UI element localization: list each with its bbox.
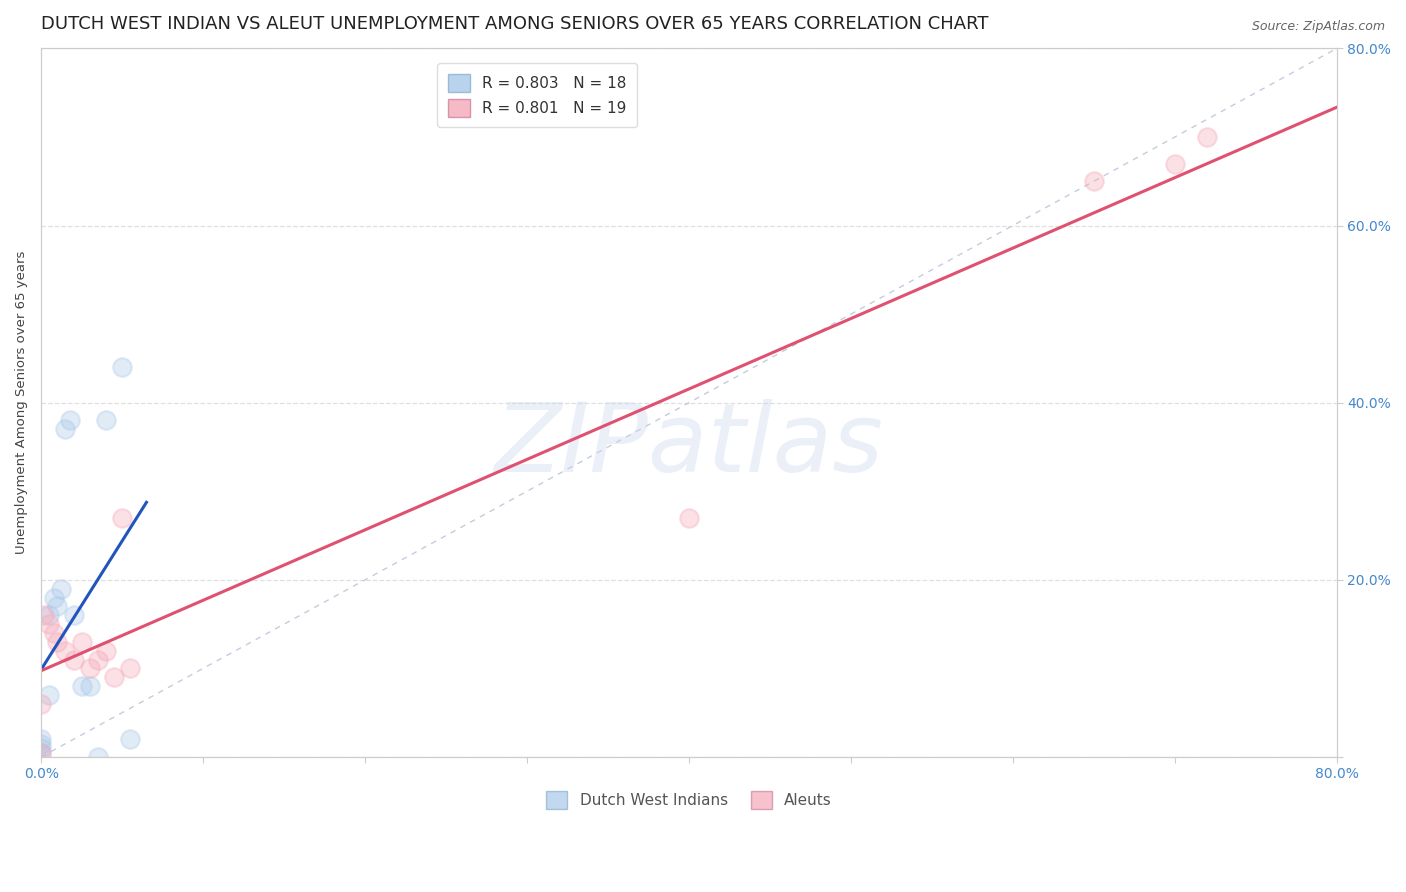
Point bbox=[70, 635, 93, 649]
Point bbox=[38, 688, 60, 702]
Point bbox=[46, 599, 69, 614]
Point bbox=[30, 741, 52, 756]
Point bbox=[1197, 130, 1219, 145]
Text: DUTCH WEST INDIAN VS ALEUT UNEMPLOYMENT AMONG SENIORS OVER 65 YEARS CORRELATION : DUTCH WEST INDIAN VS ALEUT UNEMPLOYMENT … bbox=[41, 15, 988, 33]
Point bbox=[30, 697, 52, 711]
Point bbox=[94, 643, 117, 657]
Point bbox=[79, 661, 101, 675]
Point bbox=[678, 511, 700, 525]
Point bbox=[1164, 156, 1187, 170]
Point bbox=[103, 670, 125, 684]
Point bbox=[1083, 174, 1105, 188]
Point bbox=[34, 608, 56, 623]
Point bbox=[30, 732, 52, 747]
Point bbox=[46, 635, 69, 649]
Point bbox=[111, 360, 134, 375]
Point bbox=[38, 617, 60, 632]
Point bbox=[30, 746, 52, 760]
Point bbox=[30, 737, 52, 751]
Point bbox=[62, 608, 84, 623]
Point bbox=[87, 750, 110, 764]
Point bbox=[44, 626, 66, 640]
Point bbox=[120, 661, 142, 675]
Point bbox=[38, 608, 60, 623]
Point bbox=[87, 652, 110, 666]
Point bbox=[94, 413, 117, 427]
Point bbox=[62, 652, 84, 666]
Point bbox=[55, 643, 77, 657]
Point bbox=[70, 679, 93, 693]
Point bbox=[30, 746, 52, 760]
Point bbox=[120, 732, 142, 747]
Point bbox=[55, 422, 77, 436]
Point bbox=[79, 679, 101, 693]
Text: Source: ZipAtlas.com: Source: ZipAtlas.com bbox=[1251, 20, 1385, 33]
Point bbox=[111, 511, 134, 525]
Legend: Dutch West Indians, Aleuts: Dutch West Indians, Aleuts bbox=[538, 784, 839, 816]
Point bbox=[59, 413, 82, 427]
Text: ZIPatlas: ZIPatlas bbox=[495, 399, 883, 491]
Point bbox=[44, 591, 66, 605]
Y-axis label: Unemployment Among Seniors over 65 years: Unemployment Among Seniors over 65 years bbox=[15, 251, 28, 555]
Point bbox=[49, 582, 72, 596]
